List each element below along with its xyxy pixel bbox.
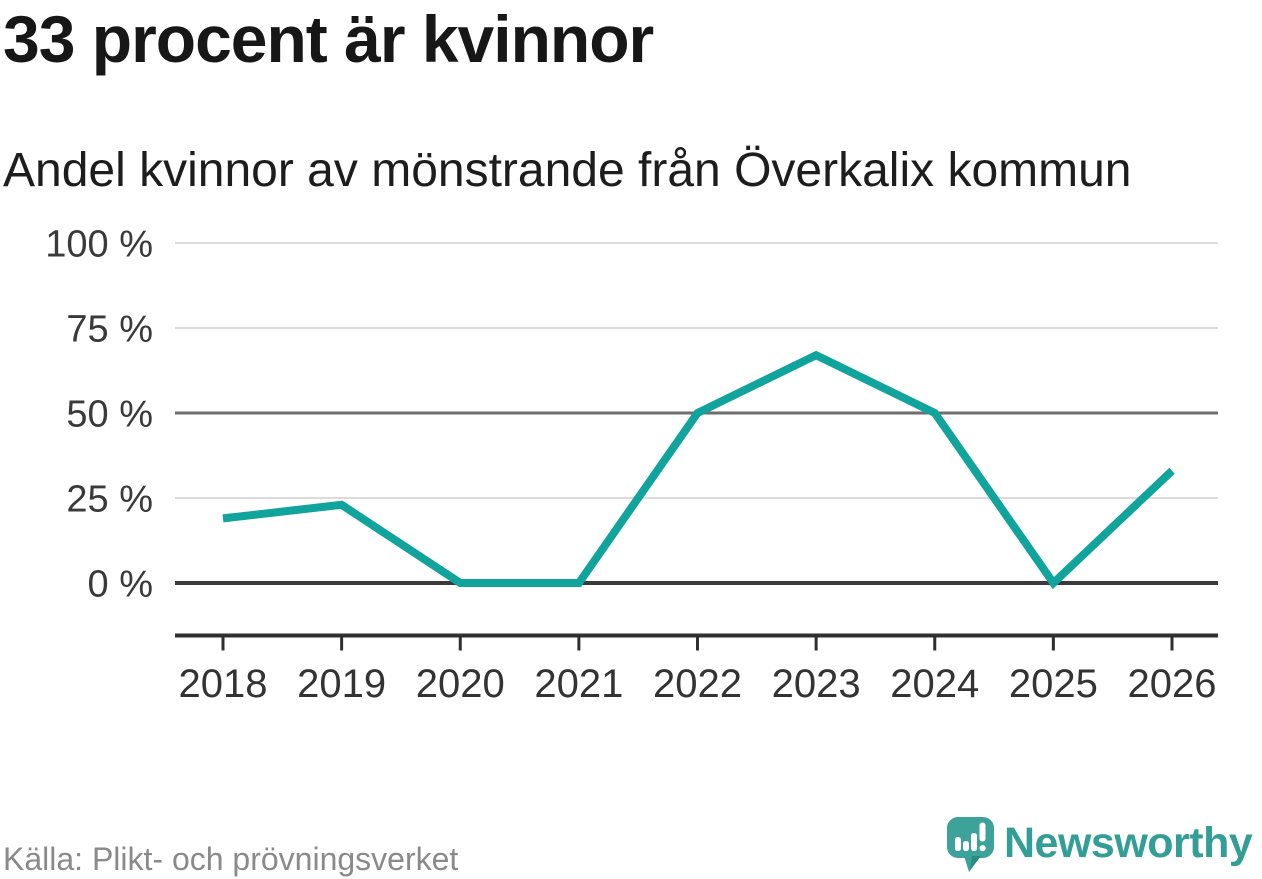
data-series [222, 350, 1175, 590]
speech-bubble-shape [947, 817, 994, 858]
y-axis-labels: 100 % 75 % 50 % 25 % 0 % [45, 224, 153, 606]
y-tick-label: 25 % [66, 479, 153, 521]
x-tick-label: 2022 [653, 662, 742, 706]
newsworthy-logo[interactable]: Newsworthy [938, 806, 1262, 879]
x-tick-label: 2024 [890, 662, 979, 706]
x-tick-label: 2021 [534, 662, 623, 706]
y-tick-label: 75 % [66, 309, 153, 351]
y-tick-label: 0 % [88, 564, 153, 606]
x-tick-label: 2026 [1128, 662, 1217, 706]
speech-bubble-tail-shade [970, 856, 981, 870]
y-tick-label: 100 % [45, 224, 153, 266]
x-tick-label: 2018 [179, 662, 268, 706]
x-tick-label: 2025 [1009, 662, 1098, 706]
x-tick-label: 2023 [772, 662, 861, 706]
x-tick-label: 2020 [416, 662, 505, 706]
newsworthy-logo-icon [947, 817, 994, 872]
newsworthy-wordmark: Newsworthy [1004, 819, 1253, 867]
x-axis-ticks [221, 635, 1174, 651]
x-axis-year-labels: 2018 2019 2020 2021 2022 2023 2024 2025 2026 [179, 662, 1217, 706]
bar-chart-exclamation-glyph [955, 822, 986, 852]
x-tick-label: 2019 [297, 662, 386, 706]
series-line-andel-kvinnor [222, 350, 1175, 590]
y-tick-label: 50 % [66, 394, 153, 436]
chart-title: 33 procent är kvinnor [3, 2, 654, 76]
chart-subtitle: Andel kvinnor av mönstrande från Överkal… [3, 144, 1132, 197]
source-caption: Källa: Plikt- och prövningsverket [3, 841, 459, 877]
